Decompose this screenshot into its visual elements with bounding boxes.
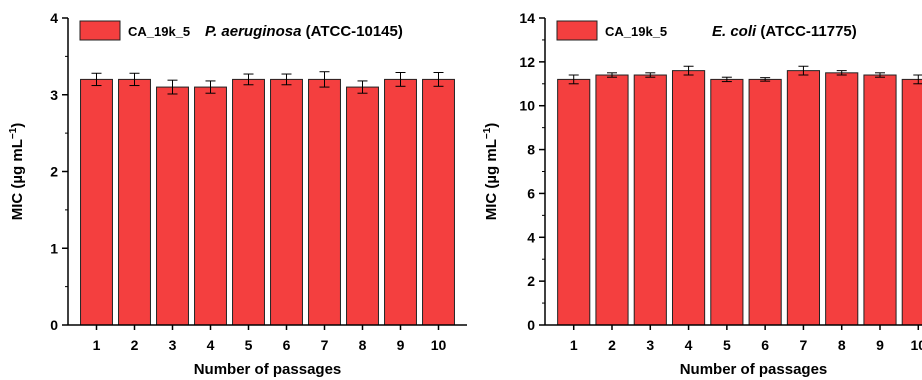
legend-organism-title: E. coli (ATCC-11775)	[712, 23, 857, 40]
bar	[270, 78, 303, 326]
y-tick-label: 0	[50, 317, 58, 333]
y-tick-label: 14	[519, 10, 535, 26]
x-tick-label: 7	[321, 337, 329, 353]
bar	[308, 78, 341, 326]
y-tick-label: 2	[527, 273, 535, 289]
bar	[748, 78, 782, 326]
legend-organism-title: P. aeruginosa (ATCC-10145)	[205, 23, 403, 40]
chart-panel-e-coli: 1234567891002468101214Number of passages…	[482, 10, 922, 378]
y-tick-label: 10	[519, 98, 535, 114]
x-tick-label: 2	[608, 337, 616, 353]
bar	[557, 78, 591, 326]
bar	[671, 70, 706, 326]
y-axis-label-superscript: −1	[482, 127, 493, 139]
legend-organism-name: P. aeruginosa	[205, 23, 301, 40]
bar	[786, 70, 821, 326]
y-axis-label-text: MIC (µg mL	[9, 139, 26, 220]
x-tick-label: 10	[910, 337, 922, 353]
y-tick-label: 0	[527, 317, 535, 333]
bar	[595, 74, 629, 326]
legend-series-label: CA_19k_5	[128, 24, 190, 39]
x-tick-label: 5	[245, 337, 253, 353]
x-tick-label: 9	[397, 337, 405, 353]
bar	[80, 78, 113, 326]
y-tick-label: 4	[527, 229, 535, 245]
y-tick-label: 2	[50, 164, 58, 180]
x-tick-label: 7	[800, 337, 808, 353]
x-tick-label: 5	[723, 337, 731, 353]
y-tick-label: 12	[519, 54, 535, 70]
x-tick-label: 6	[283, 337, 291, 353]
x-tick-label: 4	[685, 337, 693, 353]
x-tick-label: 9	[876, 337, 884, 353]
chart-panel-p-aeruginosa: 1 2 3 4 5 6 7 8 9 10 0 1 2 3 4 Number of passages MIC (µ…	[8, 10, 467, 378]
legend-swatch	[79, 20, 121, 41]
y-axis-label: MIC (µg mL−1)	[8, 123, 26, 221]
bar	[118, 78, 151, 326]
x-tick-label: 2	[131, 337, 139, 353]
y-tick-label: 1	[50, 240, 58, 256]
bar	[825, 72, 859, 326]
x-tick-label: 3	[169, 337, 177, 353]
y-tick-label: 8	[527, 142, 535, 158]
legend-swatch	[556, 20, 598, 41]
y-axis-label-superscript: −1	[8, 127, 19, 139]
bar	[901, 78, 922, 326]
x-tick-label: 6	[761, 337, 769, 353]
x-tick-label: 10	[431, 337, 447, 353]
x-tick-label: 1	[570, 337, 578, 353]
y-tick-label: 4	[50, 10, 58, 26]
x-tick-label: 4	[207, 337, 215, 353]
y-axis-label-text: MIC (µg mL	[483, 139, 500, 220]
bar	[156, 86, 189, 326]
bar	[384, 78, 417, 326]
bar	[863, 74, 897, 326]
y-tick-label: 6	[527, 185, 535, 201]
bar	[633, 74, 667, 326]
x-tick-label: 1	[93, 337, 101, 353]
bar	[346, 86, 379, 326]
legend-organism-strain: (ATCC-10145)	[301, 23, 402, 40]
y-axis-label-close: )	[483, 123, 500, 128]
y-axis-label-close: )	[9, 123, 26, 128]
bar	[710, 78, 744, 326]
bar	[422, 78, 455, 326]
bar	[194, 86, 227, 326]
x-tick-label: 8	[359, 337, 367, 353]
legend-series-label: CA_19k_5	[605, 24, 667, 39]
bar	[232, 78, 265, 326]
y-axis-label: MIC (µg mL−1)	[482, 123, 500, 221]
x-axis-label: Number of passages	[680, 361, 828, 378]
y-tick-label: 3	[50, 87, 58, 103]
legend-organism-name: E. coli	[712, 23, 757, 40]
legend-organism-strain: (ATCC-11775)	[756, 23, 857, 40]
x-axis-label: Number of passages	[194, 361, 342, 378]
x-tick-label: 8	[838, 337, 846, 353]
x-tick-label: 3	[646, 337, 654, 353]
